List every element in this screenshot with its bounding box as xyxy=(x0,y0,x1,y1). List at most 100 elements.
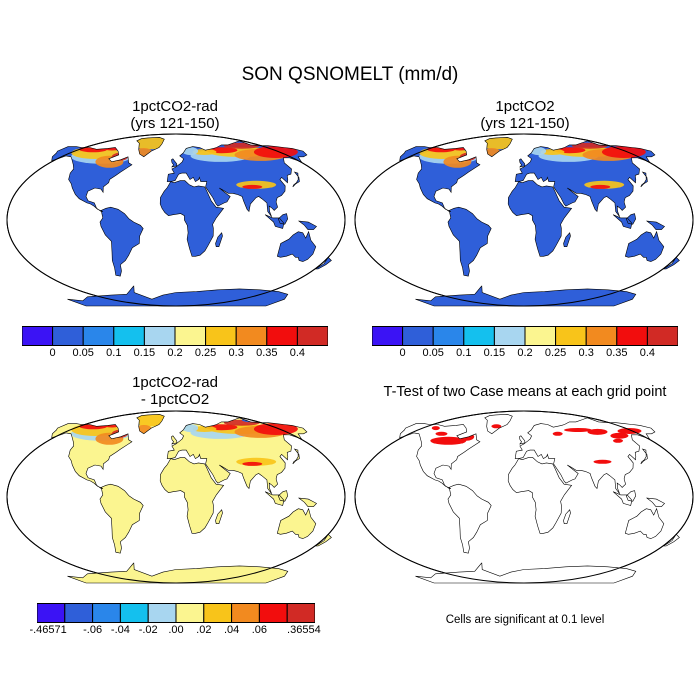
landmass-newguinea xyxy=(647,221,665,230)
colorbar-box-1 xyxy=(64,603,94,623)
landmass-nz xyxy=(315,534,332,546)
landmass-nz xyxy=(663,534,680,546)
colorbar-box-9 xyxy=(296,326,328,346)
colorbar-box-7 xyxy=(585,326,618,346)
map-frame xyxy=(354,410,694,584)
map-globe-outline xyxy=(354,410,694,584)
map-frame xyxy=(6,133,346,307)
colorbar-box-3 xyxy=(113,326,145,346)
landmass-madagascar xyxy=(215,232,223,247)
landmass-australia xyxy=(625,231,664,262)
coastline-borneo xyxy=(625,490,637,502)
map-difference xyxy=(6,410,346,584)
coastline-borneo xyxy=(277,213,289,225)
coastline-newguinea xyxy=(297,220,317,230)
panel-3-title-line1: 1pctCO2-rad xyxy=(132,374,218,391)
coastline-australia xyxy=(624,507,665,539)
landmass-africa xyxy=(160,180,224,257)
colorbar-box-8 xyxy=(266,326,298,346)
panel-2-title-line2: (yrs 121-150) xyxy=(480,115,570,132)
snowmelt-patch xyxy=(192,426,217,432)
significant-cell xyxy=(613,438,623,443)
landmass-newguinea xyxy=(299,221,317,230)
colorbar-tick-label: 0.05 xyxy=(72,347,94,359)
snowmelt-patch xyxy=(253,146,298,158)
colorbar-box-5 xyxy=(524,326,557,346)
colorbar-tick-label: 0 xyxy=(49,347,56,359)
significant-cell xyxy=(430,436,467,445)
colorbar-box-5 xyxy=(174,326,207,346)
colorbar-box-4 xyxy=(143,326,176,346)
colorbar-tick-label: 0.35 xyxy=(606,347,628,359)
colorbar-tick-label: 0.2 xyxy=(167,347,183,359)
colorbar-box-3 xyxy=(463,326,495,346)
significant-cell xyxy=(593,459,612,464)
coastline-indonesia xyxy=(264,491,285,506)
coastline-madagascar xyxy=(215,232,223,247)
landmass-southamerica xyxy=(100,207,144,277)
coastline-japan xyxy=(292,171,300,188)
panel-3-title: 1pctCO2-rad - 1pctCO2 xyxy=(20,374,330,408)
coastline-britain xyxy=(171,158,178,168)
significant-cell xyxy=(610,432,629,439)
landmass-australia xyxy=(277,231,316,262)
coastline-northamerica xyxy=(399,146,481,212)
snowmelt-patch xyxy=(242,184,263,189)
colorbar-tick-label: 0 xyxy=(399,347,406,359)
colorbar-tick-label: 0.35 xyxy=(256,347,278,359)
coastline-australia xyxy=(276,230,317,262)
colorbar-box-2 xyxy=(92,603,121,623)
colorbar-panel-2 xyxy=(372,326,678,346)
coastline-nz xyxy=(314,533,332,547)
coastline-indonesia xyxy=(612,214,633,229)
colorbar-box-7 xyxy=(235,326,268,346)
landmass-greenland xyxy=(484,414,513,434)
landmass-borneo xyxy=(278,490,288,502)
colorbar-tick-label: -.06 xyxy=(83,624,103,636)
colorbar-box-6 xyxy=(555,326,587,346)
landmass-madagascar xyxy=(563,232,571,247)
coastline-eurasia xyxy=(166,417,308,494)
landmass-africa xyxy=(508,457,572,534)
coastline-australia xyxy=(624,230,665,262)
coastline-britain xyxy=(519,435,526,445)
colorbar-tick-label: -.02 xyxy=(138,624,158,636)
colorbar-box-6 xyxy=(205,326,237,346)
significant-cell xyxy=(431,426,440,431)
coastline-southamerica xyxy=(447,483,492,554)
colorbar-box-7 xyxy=(231,603,260,623)
colorbar-box-5 xyxy=(175,603,205,623)
landmass-britain xyxy=(519,435,525,444)
panel-1-title-line1: 1pctCO2-rad xyxy=(132,98,218,115)
colorbar-tick-label: 0.15 xyxy=(483,347,506,359)
panel-4-title-line1: T-Test of two Case means at each grid po… xyxy=(383,384,667,400)
landmass-newguinea xyxy=(299,498,317,507)
coastline-africa xyxy=(507,457,573,534)
coastline-madagascar xyxy=(563,232,571,247)
landmass-britain xyxy=(171,158,177,167)
coastline-northamerica xyxy=(51,146,133,212)
colorbar-box-4 xyxy=(493,326,526,346)
landmass-africa xyxy=(160,457,224,534)
colorbar-box-3 xyxy=(119,603,149,623)
significant-cell xyxy=(435,431,448,436)
significant-cell xyxy=(564,428,592,432)
coastline-nz xyxy=(662,533,680,547)
colorbar-tick-label: -.46571 xyxy=(29,624,67,636)
coastline-borneo xyxy=(625,213,637,225)
coastline-japan xyxy=(640,171,648,188)
panel-3-title-line2: - 1pctCO2 xyxy=(140,391,210,408)
coastline-antarctica xyxy=(415,562,637,584)
coastline-newguinea xyxy=(645,497,665,507)
panel-1-title-line2: (yrs 121-150) xyxy=(130,115,220,132)
colorbar-box-8 xyxy=(258,603,288,623)
landmass-nz xyxy=(315,257,332,269)
coastline-greenland xyxy=(136,136,165,158)
colorbar-tick-label: 0.2 xyxy=(517,347,533,359)
landmass-britain xyxy=(519,158,525,167)
landmass-madagascar xyxy=(563,509,571,524)
panel-4-title: T-Test of two Case means at each grid po… xyxy=(355,384,695,401)
colorbar-box-8 xyxy=(616,326,648,346)
colorbar-tick-label: 0.25 xyxy=(544,347,567,359)
snowmelt-patch xyxy=(590,184,611,189)
